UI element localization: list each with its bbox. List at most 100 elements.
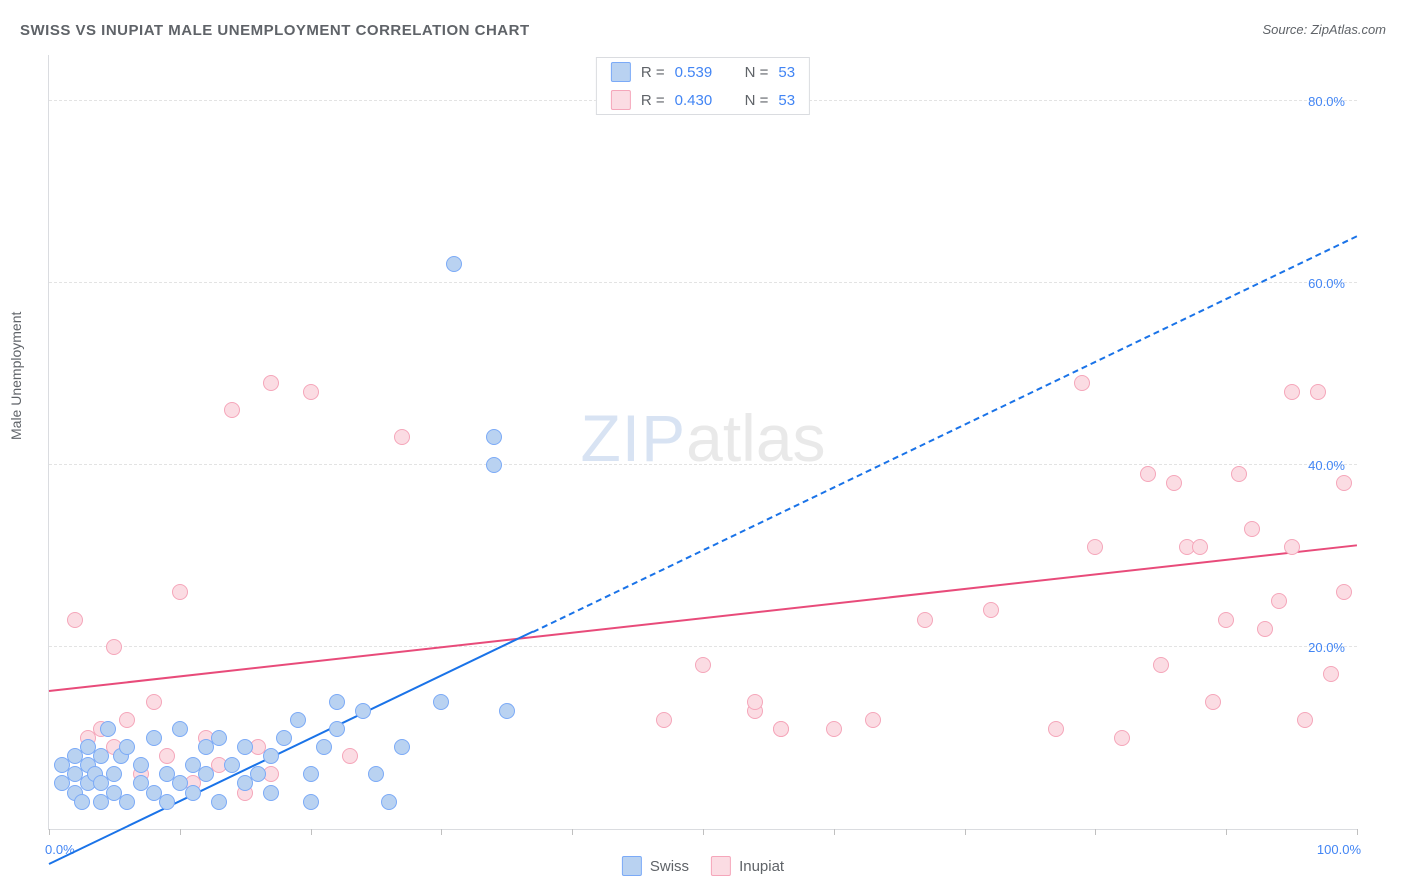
point-swiss	[172, 721, 188, 737]
point-inupiat	[303, 384, 319, 400]
x-tick	[965, 829, 966, 835]
point-inupiat	[1074, 375, 1090, 391]
point-inupiat	[747, 694, 763, 710]
point-inupiat	[865, 712, 881, 728]
point-inupiat	[263, 375, 279, 391]
legend-r-label: R =	[641, 64, 665, 81]
point-inupiat	[106, 639, 122, 655]
point-swiss	[486, 429, 502, 445]
x-tick	[311, 829, 312, 835]
point-swiss	[486, 457, 502, 473]
x-tick-label: 100.0%	[1317, 842, 1361, 857]
gridline	[49, 282, 1357, 283]
y-tick-label: 40.0%	[1308, 458, 1345, 473]
point-inupiat	[1114, 730, 1130, 746]
x-tick	[1095, 829, 1096, 835]
y-tick-label: 80.0%	[1308, 94, 1345, 109]
x-tick	[1226, 829, 1227, 835]
legend-label-swiss: Swiss	[650, 858, 689, 875]
point-inupiat	[1336, 584, 1352, 600]
point-inupiat	[1284, 539, 1300, 555]
point-inupiat	[1323, 666, 1339, 682]
point-inupiat	[394, 429, 410, 445]
legend-swatch-inupiat	[611, 90, 631, 110]
point-inupiat	[1271, 593, 1287, 609]
point-swiss	[355, 703, 371, 719]
point-swiss	[433, 694, 449, 710]
point-inupiat	[1244, 521, 1260, 537]
point-inupiat	[983, 602, 999, 618]
legend-series: Swiss Inupiat	[622, 856, 784, 876]
point-swiss	[394, 739, 410, 755]
point-inupiat	[1297, 712, 1313, 728]
legend-item-swiss: Swiss	[622, 856, 689, 876]
legend-row-inupiat: R = 0.430 N = 53	[597, 86, 809, 114]
legend-r-label: R =	[641, 92, 665, 109]
legend-n-value-inupiat: 53	[778, 92, 795, 109]
point-swiss	[100, 721, 116, 737]
y-tick-label: 60.0%	[1308, 276, 1345, 291]
point-swiss	[303, 766, 319, 782]
point-inupiat	[917, 612, 933, 628]
point-swiss	[290, 712, 306, 728]
legend-n-label: N =	[745, 64, 769, 81]
point-swiss	[381, 794, 397, 810]
point-swiss	[211, 794, 227, 810]
point-inupiat	[1336, 475, 1352, 491]
point-swiss	[93, 748, 109, 764]
point-inupiat	[172, 584, 188, 600]
plot-area: ZIPatlas 20.0%40.0%60.0%80.0%0.0%100.0%	[48, 55, 1357, 830]
legend-swatch-swiss	[622, 856, 642, 876]
point-inupiat	[1231, 466, 1247, 482]
point-inupiat	[1192, 539, 1208, 555]
point-swiss	[329, 694, 345, 710]
source-attribution: Source: ZipAtlas.com	[1262, 22, 1386, 37]
x-tick	[49, 829, 50, 835]
point-swiss	[211, 730, 227, 746]
point-inupiat	[1166, 475, 1182, 491]
chart-title: SWISS VS INUPIAT MALE UNEMPLOYMENT CORRE…	[20, 22, 530, 39]
point-inupiat	[1310, 384, 1326, 400]
point-inupiat	[1140, 466, 1156, 482]
point-swiss	[276, 730, 292, 746]
point-swiss	[224, 757, 240, 773]
point-inupiat	[1257, 621, 1273, 637]
x-tick	[1357, 829, 1358, 835]
gridline	[49, 646, 1357, 647]
point-swiss	[159, 794, 175, 810]
point-swiss	[263, 785, 279, 801]
point-swiss	[119, 794, 135, 810]
chart-container: SWISS VS INUPIAT MALE UNEMPLOYMENT CORRE…	[0, 0, 1406, 892]
point-swiss	[237, 739, 253, 755]
legend-row-swiss: R =0.539N =53	[597, 58, 809, 86]
watermark: ZIPatlas	[580, 400, 825, 476]
point-swiss	[74, 794, 90, 810]
y-tick-label: 20.0%	[1308, 640, 1345, 655]
point-swiss	[133, 757, 149, 773]
point-swiss	[368, 766, 384, 782]
point-inupiat	[656, 712, 672, 728]
x-tick	[572, 829, 573, 835]
point-inupiat	[1284, 384, 1300, 400]
legend-correlation-box: R = 0.539 N = 53R = 0.430 N = 53	[596, 57, 810, 115]
legend-n-label: N =	[745, 92, 769, 109]
legend-r-value-inupiat: 0.430	[675, 92, 729, 109]
point-inupiat	[224, 402, 240, 418]
x-tick	[180, 829, 181, 835]
y-axis-label: Male Unemployment	[8, 312, 24, 440]
point-swiss	[106, 766, 122, 782]
point-swiss	[263, 748, 279, 764]
point-swiss	[119, 739, 135, 755]
point-inupiat	[695, 657, 711, 673]
legend-r-value-swiss: 0.539	[675, 64, 729, 81]
legend-swatch-inupiat	[711, 856, 731, 876]
point-inupiat	[1087, 539, 1103, 555]
point-inupiat	[1205, 694, 1221, 710]
legend-item-inupiat: Inupiat	[711, 856, 784, 876]
point-swiss	[329, 721, 345, 737]
legend-swatch-swiss	[611, 62, 631, 82]
point-inupiat	[146, 694, 162, 710]
x-tick	[834, 829, 835, 835]
point-inupiat	[67, 612, 83, 628]
point-inupiat	[1048, 721, 1064, 737]
